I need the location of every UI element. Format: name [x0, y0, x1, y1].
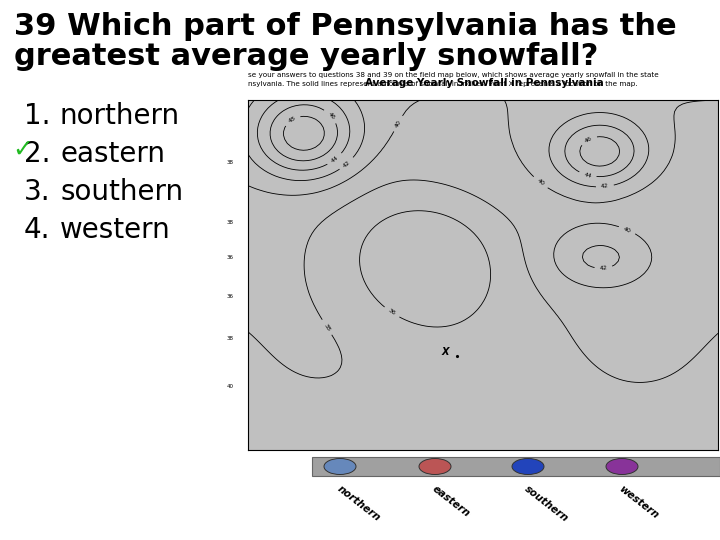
Text: 3.: 3. — [24, 178, 50, 206]
Text: 46: 46 — [326, 111, 336, 120]
Text: 36: 36 — [227, 255, 234, 260]
Text: 0%: 0% — [515, 428, 541, 443]
Text: 38: 38 — [227, 335, 234, 341]
Text: 36: 36 — [387, 308, 397, 316]
Ellipse shape — [419, 458, 451, 475]
Text: 4.: 4. — [24, 216, 50, 244]
Text: 40: 40 — [536, 178, 545, 187]
Text: 44: 44 — [330, 155, 340, 164]
Text: 38: 38 — [323, 322, 331, 332]
Polygon shape — [312, 457, 720, 476]
Text: 36: 36 — [227, 294, 234, 299]
Text: Average Yearly Snowfall in Pennsylvania: Average Yearly Snowfall in Pennsylvania — [364, 78, 603, 88]
FancyBboxPatch shape — [660, 343, 710, 393]
Text: 0%: 0% — [422, 428, 448, 443]
Text: nsylvania. The solid lines represent amounts of snowfall in inches. Point X repr: nsylvania. The solid lines represent amo… — [248, 81, 638, 87]
Text: Tabb: Tabb — [676, 376, 694, 385]
Text: se your answers to questions 38 and 39 on the field map below, which shows avera: se your answers to questions 38 and 39 o… — [248, 72, 659, 78]
Text: 2.: 2. — [24, 140, 50, 168]
Text: 46: 46 — [584, 135, 593, 144]
Ellipse shape — [512, 458, 544, 475]
Text: 40: 40 — [623, 226, 632, 234]
Text: X: X — [441, 347, 449, 357]
Text: eastern: eastern — [430, 484, 472, 519]
Text: 42: 42 — [600, 184, 609, 190]
Text: 0%: 0% — [609, 428, 635, 443]
Text: 40: 40 — [227, 384, 234, 389]
Text: northern: northern — [60, 102, 180, 130]
Text: southern: southern — [60, 178, 183, 206]
Text: 42: 42 — [342, 159, 351, 168]
Text: N: N — [680, 325, 690, 335]
Text: 42: 42 — [599, 266, 608, 271]
Text: 39 Which part of Pennsylvania has the: 39 Which part of Pennsylvania has the — [14, 12, 677, 41]
Text: 1.: 1. — [24, 102, 50, 130]
Text: 48: 48 — [287, 116, 297, 124]
Text: northern: northern — [335, 484, 382, 524]
Text: eastern: eastern — [60, 140, 165, 168]
Text: 44: 44 — [583, 172, 592, 179]
Text: 0%: 0% — [327, 428, 353, 443]
Text: greatest average yearly snowfall?: greatest average yearly snowfall? — [14, 42, 598, 71]
Text: ✓: ✓ — [12, 138, 33, 162]
Text: 40: 40 — [394, 119, 402, 128]
Text: western: western — [617, 484, 660, 521]
Text: western: western — [60, 216, 171, 244]
Ellipse shape — [324, 458, 356, 475]
Text: 38: 38 — [227, 160, 234, 165]
Text: southern: southern — [523, 484, 570, 524]
Ellipse shape — [606, 458, 638, 475]
Text: 38: 38 — [227, 220, 234, 225]
